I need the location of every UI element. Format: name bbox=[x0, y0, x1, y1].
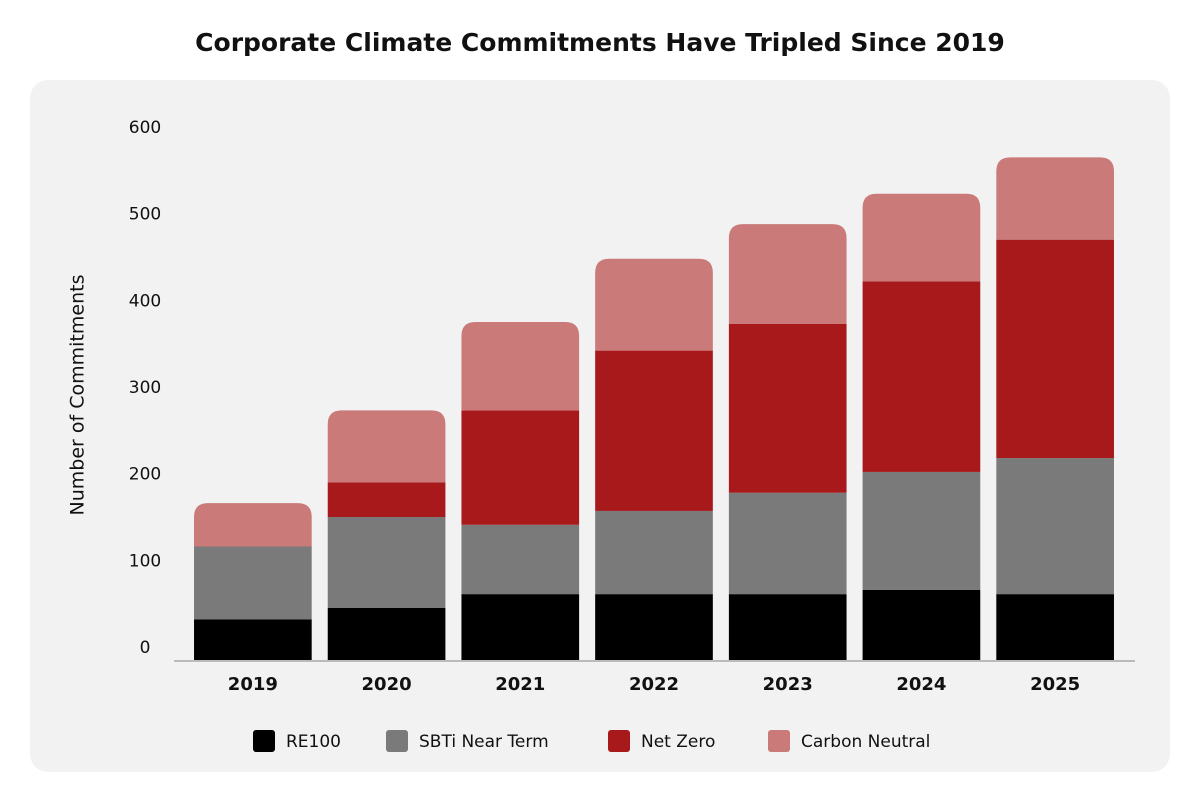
bar-segment bbox=[461, 524, 580, 595]
bar-segment bbox=[194, 546, 312, 620]
bar-segment bbox=[728, 594, 847, 660]
legend-label: Carbon Neutral bbox=[801, 732, 930, 752]
chart-title: Corporate Climate Commitments Have Tripl… bbox=[195, 28, 1005, 57]
bar-segment bbox=[996, 239, 1114, 459]
y-tick-label: 600 bbox=[129, 118, 161, 138]
bar-segment bbox=[862, 589, 981, 660]
bar-segment bbox=[996, 458, 1114, 595]
bar-segment bbox=[327, 608, 446, 660]
bar-segment bbox=[996, 157, 1114, 240]
y-tick-label: 400 bbox=[129, 291, 161, 311]
x-tick-label: 2020 bbox=[362, 674, 412, 695]
x-tick-label: 2022 bbox=[629, 674, 679, 695]
y-tick-label: 300 bbox=[129, 378, 161, 398]
bar-segment bbox=[461, 594, 580, 660]
bar-segment bbox=[862, 471, 981, 590]
legend-swatch bbox=[253, 730, 275, 752]
bar-segment bbox=[327, 410, 446, 483]
bar-segment bbox=[728, 492, 847, 595]
x-tick-label: 2019 bbox=[228, 674, 278, 695]
x-tick-label: 2023 bbox=[763, 674, 813, 695]
bar-segment bbox=[862, 193, 981, 282]
x-tick-label: 2025 bbox=[1030, 674, 1080, 695]
legend-label: RE100 bbox=[286, 732, 341, 752]
y-tick-label: 200 bbox=[129, 465, 161, 485]
legend-swatch bbox=[768, 730, 790, 752]
bar-segment bbox=[461, 322, 580, 411]
legend-label: Net Zero bbox=[641, 732, 715, 752]
bar-segment bbox=[595, 258, 713, 351]
bar-segment bbox=[595, 510, 713, 595]
bar-segment bbox=[996, 594, 1114, 660]
bar-segment bbox=[194, 503, 312, 547]
bar-segment bbox=[728, 323, 847, 493]
bar-segment bbox=[327, 517, 446, 608]
legend-swatch bbox=[386, 730, 408, 752]
y-tick-label: 0 bbox=[140, 638, 151, 658]
bar-segment bbox=[862, 281, 981, 472]
legend-label: SBTi Near Term bbox=[419, 732, 549, 752]
bar-segment bbox=[194, 619, 312, 660]
bar-segment bbox=[728, 224, 847, 324]
y-tick-label: 500 bbox=[129, 205, 161, 225]
x-tick-label: 2021 bbox=[495, 674, 545, 695]
bar-segment bbox=[461, 410, 580, 525]
bar-segment bbox=[595, 350, 713, 511]
y-tick-label: 100 bbox=[129, 551, 161, 571]
x-tick-label: 2024 bbox=[896, 674, 946, 695]
y-axis-label: Number of Commitments bbox=[67, 275, 89, 516]
bar-segment bbox=[327, 482, 446, 517]
bar-segment bbox=[595, 594, 713, 660]
legend-swatch bbox=[608, 730, 630, 752]
